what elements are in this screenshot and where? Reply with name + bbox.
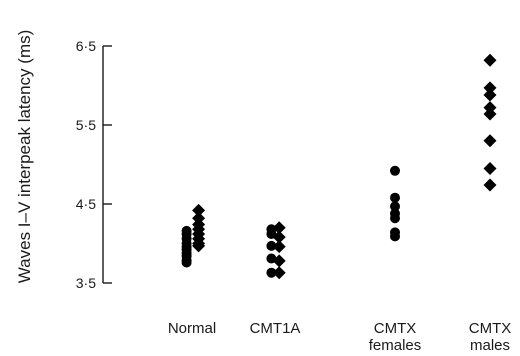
data-point-diamond xyxy=(483,107,497,121)
data-point-diamond xyxy=(272,221,286,235)
category-label: Normal xyxy=(168,320,216,337)
data-point-circle xyxy=(266,240,277,251)
category-label-line: Normal xyxy=(168,320,216,337)
data-point-circle xyxy=(390,213,400,224)
data-point-circle xyxy=(390,201,400,212)
data-point-circle xyxy=(266,267,277,278)
data-point-circle xyxy=(390,231,400,242)
y-tick-label: 5·5 xyxy=(76,117,96,133)
category-label: CMTX females xyxy=(369,320,422,354)
data-point-diamond xyxy=(483,53,497,67)
data-point-circle xyxy=(390,165,400,176)
data-point-circle xyxy=(181,257,192,268)
data-point-diamond xyxy=(483,178,497,192)
category-label-line: males xyxy=(470,337,510,354)
data-point-diamond xyxy=(272,240,286,254)
y-tick-label: 4·5 xyxy=(76,196,96,212)
category-label-line: CMT1A xyxy=(250,320,301,337)
category-label: CMT1A xyxy=(250,320,301,337)
data-point-diamond xyxy=(483,161,497,175)
data-point-diamond xyxy=(483,88,497,102)
y-tick-label: 3·5 xyxy=(76,275,96,291)
data-point-diamond xyxy=(272,266,286,280)
category-label-line: females xyxy=(369,337,422,354)
y-ticks: 3·5 4·5 5·5 6·5 xyxy=(76,38,112,291)
data-points xyxy=(181,53,497,280)
y-axis-title-group: Waves I–V interpeak latency (ms) xyxy=(15,30,34,284)
y-axis-title: Waves I–V interpeak latency (ms) xyxy=(15,30,34,284)
data-point-diamond xyxy=(272,230,286,244)
category-label: CMTX males xyxy=(469,320,512,354)
y-tick-label: 6·5 xyxy=(76,38,96,54)
category-label-line: CMTX xyxy=(374,320,417,337)
data-point-circle xyxy=(390,192,400,203)
category-label-line: CMTX xyxy=(469,320,512,337)
data-point-diamond xyxy=(483,81,497,95)
data-point-diamond xyxy=(192,239,206,253)
data-point-diamond xyxy=(192,203,206,217)
data-point-diamond xyxy=(483,134,497,148)
data-point-diamond xyxy=(272,254,286,268)
